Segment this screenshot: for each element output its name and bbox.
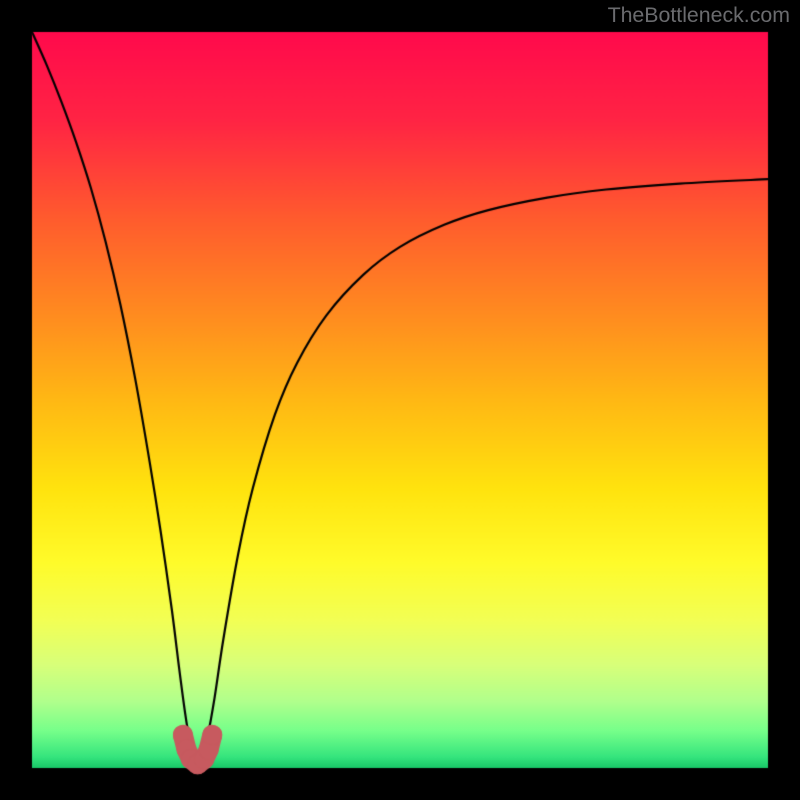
- watermark-text: TheBottleneck.com: [608, 3, 790, 28]
- optimum-marker: [0, 0, 800, 800]
